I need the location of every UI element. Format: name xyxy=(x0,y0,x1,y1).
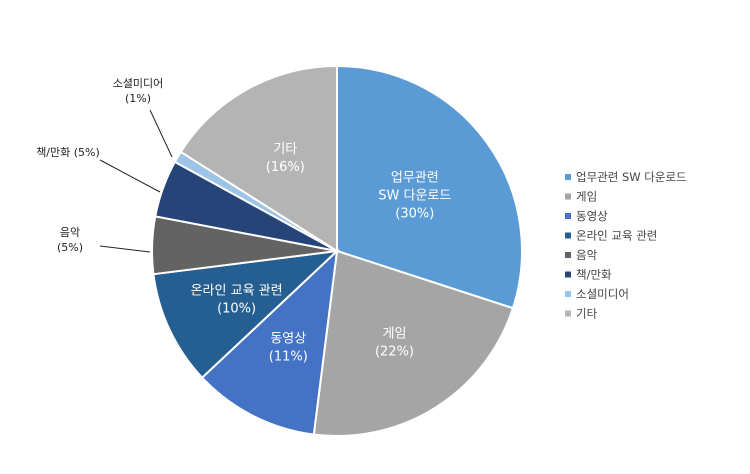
leader-line-4 xyxy=(99,245,151,253)
legend-swatch-3 xyxy=(565,232,571,239)
slice-label-3: 온라인 교육 관련 (10%) xyxy=(191,283,283,316)
slice-label-6: 소셜미디어 (1%) xyxy=(113,77,164,105)
legend-swatch-5 xyxy=(565,271,571,278)
legend-swatch-1 xyxy=(565,193,571,200)
leader-line-5 xyxy=(99,159,161,193)
legend-label-3: 온라인 교육 관련 xyxy=(576,229,657,243)
legend-label-6: 소셜미디어 xyxy=(576,287,629,301)
legend-label-4: 음악 xyxy=(576,248,598,262)
legend-label-0: 업무관련 SW 다운로드 xyxy=(576,170,687,184)
slice-2 xyxy=(200,248,339,436)
slice-label-4: 음악 (5%) xyxy=(57,226,83,254)
slice-labels: 업무관련 SW 다운로드 (30%) 게임 (22%) 동영상 (11%) 온라인 교육 관련… xyxy=(36,77,451,365)
legend-swatch-2 xyxy=(565,213,571,219)
slice-label-2: 동영상 (11%) xyxy=(269,332,308,365)
slice-0 xyxy=(336,64,523,310)
slice-label-1: 게임 (22%) xyxy=(375,327,414,360)
legend-swatch-7 xyxy=(565,310,571,317)
leader-line-6 xyxy=(149,109,173,158)
slice-3 xyxy=(152,249,340,380)
slice-1 xyxy=(312,249,515,437)
legend-label-2: 동영상 xyxy=(576,209,608,223)
legend-label-7: 기타 xyxy=(576,307,598,321)
legend-label-1: 게임 xyxy=(576,190,597,204)
slice-label-7: 기타 (16%) xyxy=(266,142,305,175)
leader-lines xyxy=(99,109,173,253)
slice-label-0: 업무관련 SW 다운로드 (30%) xyxy=(378,171,451,222)
slice-label-5: 책/만화 (5%) xyxy=(36,146,100,159)
legend-swatch-6 xyxy=(565,291,571,297)
pie-slices xyxy=(151,64,523,437)
slice-7 xyxy=(179,64,338,253)
legend-swatch-4 xyxy=(565,252,571,258)
legend-swatch-0 xyxy=(565,174,571,180)
legend-label-5: 책/만화 xyxy=(576,268,612,282)
